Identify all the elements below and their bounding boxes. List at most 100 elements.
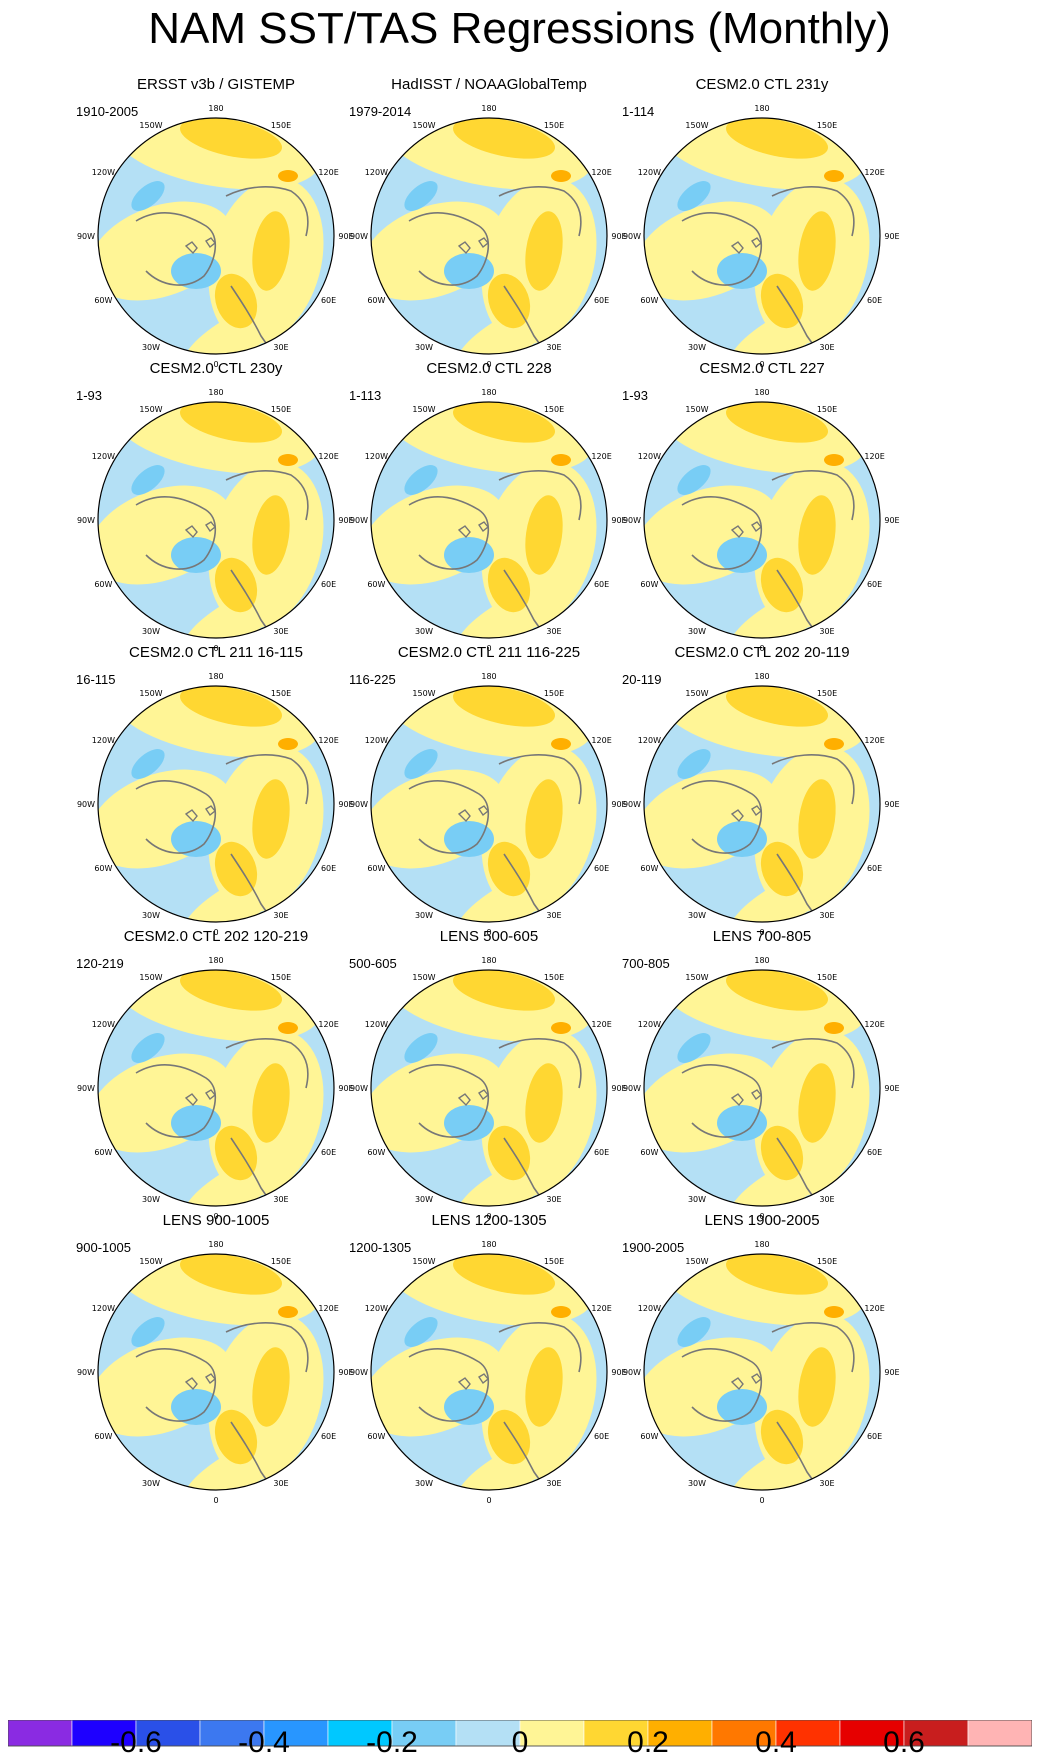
longitude-label: 30E xyxy=(819,1479,834,1488)
longitude-label: 120E xyxy=(864,736,884,745)
longitude-label: 60W xyxy=(640,580,658,589)
colorbar-swatch xyxy=(135,1720,201,1747)
longitude-label: 90E xyxy=(611,232,626,241)
polar-map: 180 150E 120E 90E 60E 30E 0 30W 60W 90W 120W 150W xyxy=(623,104,900,369)
longitude-label: 60W xyxy=(94,864,112,873)
longitude-label: 120W xyxy=(92,1020,115,1029)
longitude-label: 90W xyxy=(350,232,368,241)
map-boundary xyxy=(97,969,335,1207)
longitude-label: 180 xyxy=(481,104,496,113)
longitude-label: 90E xyxy=(884,800,899,809)
longitude-label: 180 xyxy=(481,672,496,681)
longitude-label: 60E xyxy=(867,296,882,305)
longitude-label: 180 xyxy=(754,104,769,113)
longitude-label: 30W xyxy=(688,1479,706,1488)
longitude-label: 0 xyxy=(759,644,764,653)
panel-title: ERSST v3b / GISTEMP xyxy=(136,76,296,93)
longitude-label: 0 xyxy=(213,644,218,653)
longitude-label: 150E xyxy=(544,405,564,414)
polar-map: 180 150E 120E 90E 60E 30E 0 30W 60W 90W 120W 150W xyxy=(623,672,900,937)
longitude-label: 0 xyxy=(213,928,218,937)
longitude-label: 60E xyxy=(321,1432,336,1441)
longitude-label: 90E xyxy=(611,516,626,525)
colorbar-label: -0.6 xyxy=(110,1726,162,1759)
longitude-label: 120W xyxy=(638,736,661,745)
colorbar-label: 0 xyxy=(511,1726,529,1759)
sst-field xyxy=(371,402,607,638)
longitude-label: 120W xyxy=(365,1020,388,1029)
colorbar-swatch xyxy=(71,1720,137,1747)
panel-period: 116-225 xyxy=(349,672,396,687)
longitude-label: 60E xyxy=(321,580,336,589)
map-boundary xyxy=(370,969,608,1207)
map-boundary xyxy=(643,685,881,923)
longitude-label: 120E xyxy=(318,168,338,177)
longitude-label: 120E xyxy=(591,452,611,461)
longitude-label: 150E xyxy=(271,689,291,698)
longitude-label: 120W xyxy=(365,452,388,461)
sst-field xyxy=(644,1254,880,1490)
longitude-label: 150E xyxy=(817,689,837,698)
longitude-label: 150E xyxy=(544,121,564,130)
panel-title: LENS 1200-1305 xyxy=(431,1212,547,1229)
sst-field xyxy=(98,1254,334,1490)
sst-field xyxy=(98,402,334,638)
panel-period: 1-93 xyxy=(76,388,103,403)
longitude-label: 90W xyxy=(623,800,641,809)
longitude-label: 120E xyxy=(318,1304,338,1313)
sst-field xyxy=(98,118,334,354)
map-panel: HadISST / NOAAGlobalTemp 1979-2014 180 150E… xyxy=(339,76,639,376)
panel-title: CESM2.0 CTL 202 20-119 xyxy=(674,644,850,661)
sst-field xyxy=(644,686,880,922)
longitude-label: 150W xyxy=(685,689,708,698)
longitude-label: 150E xyxy=(817,121,837,130)
polar-map: 180 150E 120E 90E 60E 30E 0 30W 60W 90W 120W 150W xyxy=(350,956,627,1221)
longitude-label: 30E xyxy=(546,1479,561,1488)
longitude-label: 150E xyxy=(544,973,564,982)
longitude-label: 150E xyxy=(271,1257,291,1266)
longitude-label: 90E xyxy=(338,1084,353,1093)
longitude-label: 90E xyxy=(884,1368,899,1377)
longitude-label: 120E xyxy=(864,1020,884,1029)
longitude-label: 60E xyxy=(321,296,336,305)
map-panel: CESM2.0 CTL 230y 1-93 180 150E 120E 90E 60E 30E… xyxy=(66,360,366,660)
map-panel: CESM2.0 CTL 231y 1-114 180 150E 120E 90E 60E 30… xyxy=(612,76,912,376)
sst-field xyxy=(644,970,880,1206)
longitude-label: 150W xyxy=(685,1257,708,1266)
longitude-label: 90W xyxy=(350,1084,368,1093)
longitude-label: 0 xyxy=(759,360,764,369)
longitude-label: 150E xyxy=(271,405,291,414)
longitude-label: 120W xyxy=(365,168,388,177)
map-panel: LENS 1900-2005 1900-2005 180 150E 120E 90E 60E… xyxy=(612,1212,912,1512)
longitude-label: 30W xyxy=(688,1195,706,1204)
map-boundary xyxy=(643,969,881,1207)
longitude-label: 120E xyxy=(864,168,884,177)
longitude-label: 150W xyxy=(685,121,708,130)
longitude-label: 30W xyxy=(415,1479,433,1488)
longitude-label: 90W xyxy=(77,800,95,809)
longitude-label: 120E xyxy=(591,736,611,745)
map-panel: CESM2.0 CTL 211 116-225 116-225 180 150E 120… xyxy=(339,644,639,944)
panel-period: 1-114 xyxy=(622,104,655,119)
longitude-label: 180 xyxy=(208,1240,223,1249)
longitude-label: 0 xyxy=(486,928,491,937)
sst-field xyxy=(98,686,334,922)
longitude-label: 120E xyxy=(864,452,884,461)
longitude-label: 90W xyxy=(77,1368,95,1377)
panel-title: CESM2.0 CTL 211 16-115 xyxy=(129,644,303,661)
longitude-label: 60E xyxy=(867,580,882,589)
longitude-label: 120W xyxy=(92,452,115,461)
colorbar-label: -0.2 xyxy=(366,1726,418,1759)
longitude-label: 120E xyxy=(318,736,338,745)
longitude-label: 150W xyxy=(412,689,435,698)
longitude-label: 120E xyxy=(318,1020,338,1029)
panel-period: 120-219 xyxy=(76,956,124,971)
map-panel: LENS 1200-1305 1200-1305 180 150E 120E 90E 60E… xyxy=(339,1212,639,1512)
longitude-label: 90W xyxy=(623,232,641,241)
longitude-label: 120E xyxy=(318,452,338,461)
map-panel: CESM2.0 CTL 202 120-219 120-219 180 150E 120… xyxy=(66,928,366,1228)
longitude-label: 90W xyxy=(623,1368,641,1377)
longitude-label: 90W xyxy=(77,1084,95,1093)
map-panel: LENS 500-605 500-605 180 150E 120E 90E 60E 30E 0… xyxy=(339,928,639,1228)
